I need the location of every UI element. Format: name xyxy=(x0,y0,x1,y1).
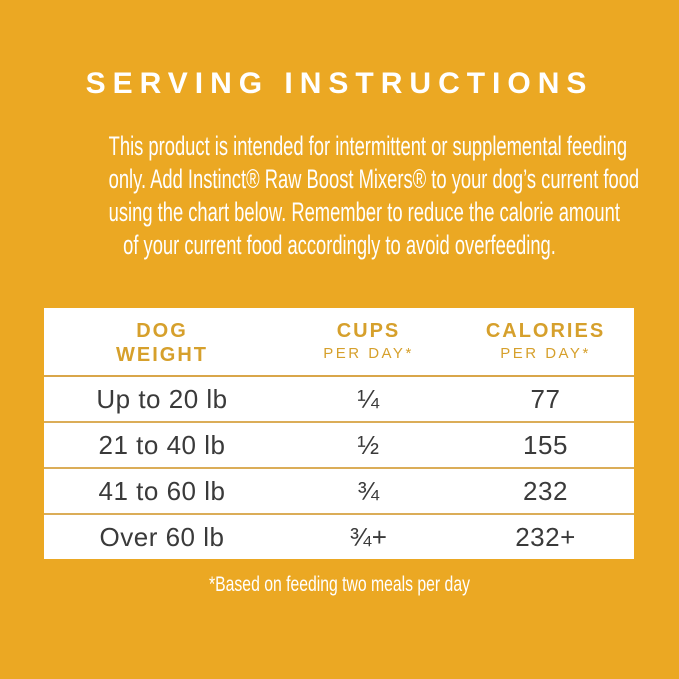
cell-calories-per-day: 232 xyxy=(523,475,568,506)
column-header-label: CUPS xyxy=(336,320,401,342)
table-row: Over 60 lb ¾+ 232+ xyxy=(44,513,634,559)
intro-line: This product is intended for intermitten… xyxy=(108,131,628,161)
column-header-label: WEIGHT xyxy=(116,344,208,366)
cell-dog-weight: 21 to 40 lb xyxy=(98,429,226,460)
table-row: 21 to 40 lb ½ 155 xyxy=(44,421,634,467)
column-header-label: DOG xyxy=(136,320,188,342)
page-title: SERVING INSTRUCTIONS xyxy=(85,67,594,100)
cell-cups-per-day: ¾+ xyxy=(349,521,388,552)
cell-cups-per-day: ¾ xyxy=(357,475,380,506)
intro-line: of your current food accordingly to avoi… xyxy=(123,230,556,260)
table-row: Up to 20 lb ¼ 77 xyxy=(44,377,634,421)
cell-cups-per-day: ½ xyxy=(357,429,380,460)
column-header-sublabel: PER DAY* xyxy=(500,345,591,362)
intro-line: using the chart below. Remember to reduc… xyxy=(108,197,620,227)
column-header-calories: CALORIES PER DAY* xyxy=(457,319,634,367)
column-header-cups: CUPS PER DAY* xyxy=(280,319,457,367)
cell-dog-weight: Over 60 lb xyxy=(99,521,225,552)
intro-line: only. Add Instinct® Raw Boost Mixers® to… xyxy=(108,164,640,194)
table-header-row: DOG WEIGHT CUPS PER DAY* CALORIES PER DA… xyxy=(44,308,634,377)
intro-text: This product is intended for intermitten… xyxy=(0,130,679,262)
cell-calories-per-day: 77 xyxy=(530,383,561,414)
serving-table: DOG WEIGHT CUPS PER DAY* CALORIES PER DA… xyxy=(44,308,634,559)
cell-cups-per-day: ¼ xyxy=(357,383,380,414)
cell-calories-per-day: 232+ xyxy=(515,521,576,552)
cell-calories-per-day: 155 xyxy=(523,429,568,460)
cell-dog-weight: 41 to 60 lb xyxy=(98,475,226,506)
cell-dog-weight: Up to 20 lb xyxy=(96,383,228,414)
footnote: *Based on feeding two meals per day xyxy=(209,573,470,596)
column-header-sublabel: PER DAY* xyxy=(323,345,414,362)
column-header-dog-weight: DOG WEIGHT xyxy=(44,319,280,367)
table-row: 41 to 60 lb ¾ 232 xyxy=(44,467,634,513)
column-header-label: CALORIES xyxy=(485,320,606,342)
